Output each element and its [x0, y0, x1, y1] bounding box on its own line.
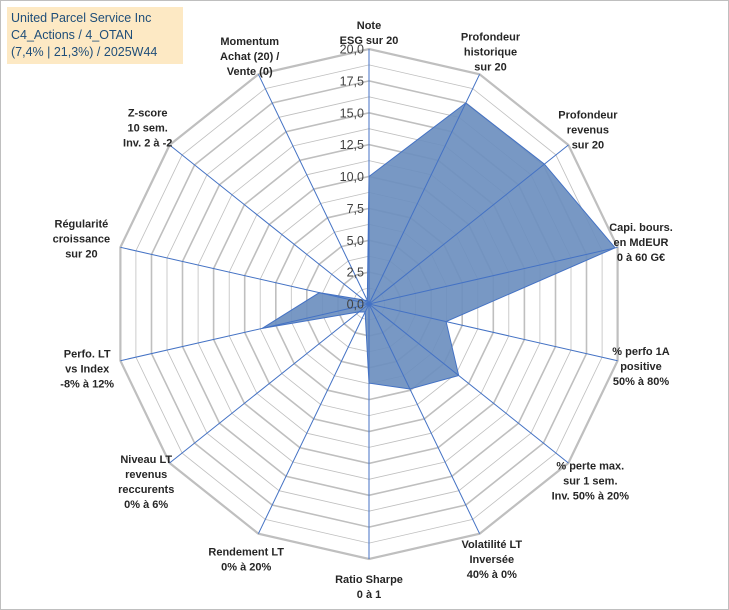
axis-label: Régularité croissance sur 20	[53, 218, 110, 260]
series-area	[261, 102, 616, 390]
axis-label: Capi. bours. en MdEUR 0 à 60 G€	[609, 222, 673, 264]
axis-label: % perfo 1A positive 50% à 80%	[612, 346, 670, 388]
axis-spoke	[368, 74, 481, 305]
tick-label: 12,5	[340, 138, 364, 152]
axis-spoke	[120, 246, 370, 305]
radar-axes	[120, 49, 618, 559]
axis-label: Momentum Achat (20) / Vente (0)	[220, 36, 279, 78]
axis-spoke	[368, 303, 569, 464]
chart-title-box: United Parcel Service Inc C4_Actions / 4…	[7, 7, 183, 64]
tick-label: 0,0	[347, 298, 364, 312]
axis-label: Perfo. LT vs Index -8% à 12%	[60, 348, 114, 390]
title-line-category: C4_Actions / 4_OTAN	[11, 28, 134, 42]
axis-label: Note ESG sur 20	[340, 20, 399, 47]
axis-label: Profondeur historique sur 20	[461, 32, 521, 74]
axis-spoke	[257, 303, 370, 534]
axis-label: Ratio Sharpe 0 à 1	[335, 574, 403, 601]
axis-spoke	[368, 303, 481, 534]
tick-label: 2,5	[347, 266, 364, 280]
radar-series	[261, 102, 616, 390]
tick-label: 20,0	[340, 43, 364, 57]
axis-label: Z-score 10 sem. Inv. 2 à -2	[123, 108, 172, 150]
axis-label: Volatilité LT Inversée 40% à 0%	[461, 539, 522, 581]
axis-spoke	[257, 74, 370, 305]
axis-spoke	[169, 144, 370, 305]
axis-spoke	[120, 303, 370, 362]
axis-label: Profondeur revenus sur 20	[558, 109, 618, 151]
axis-spoke	[368, 246, 618, 305]
radar-tick-labels: 0,0 2,5 5,0 7,5 10,0 12,5 15,0 17,5 20,0	[340, 43, 364, 312]
axis-spoke	[368, 303, 618, 362]
tick-label: 5,0	[347, 234, 364, 248]
tick-label: 15,0	[340, 106, 364, 120]
axis-label: Rendement LT 0% à 20%	[208, 547, 284, 574]
axis-label: % perte max. sur 1 sem. Inv. 50% à 20%	[552, 460, 630, 502]
title-line-stats: (7,4% | 21,3%) / 2025W44	[11, 45, 158, 59]
tick-label: 10,0	[340, 170, 364, 184]
axis-label: Niveau LT revenus reccurents 0% à 6%	[118, 454, 174, 511]
axis-spoke	[169, 303, 370, 464]
tick-label: 17,5	[340, 74, 364, 88]
axis-spoke	[368, 144, 569, 305]
title-line-company: United Parcel Service Inc	[11, 11, 152, 25]
radar-axis-labels: Note ESG sur 20 Profondeur historique sur 20…	[53, 20, 673, 601]
tick-label: 7,5	[347, 202, 364, 216]
